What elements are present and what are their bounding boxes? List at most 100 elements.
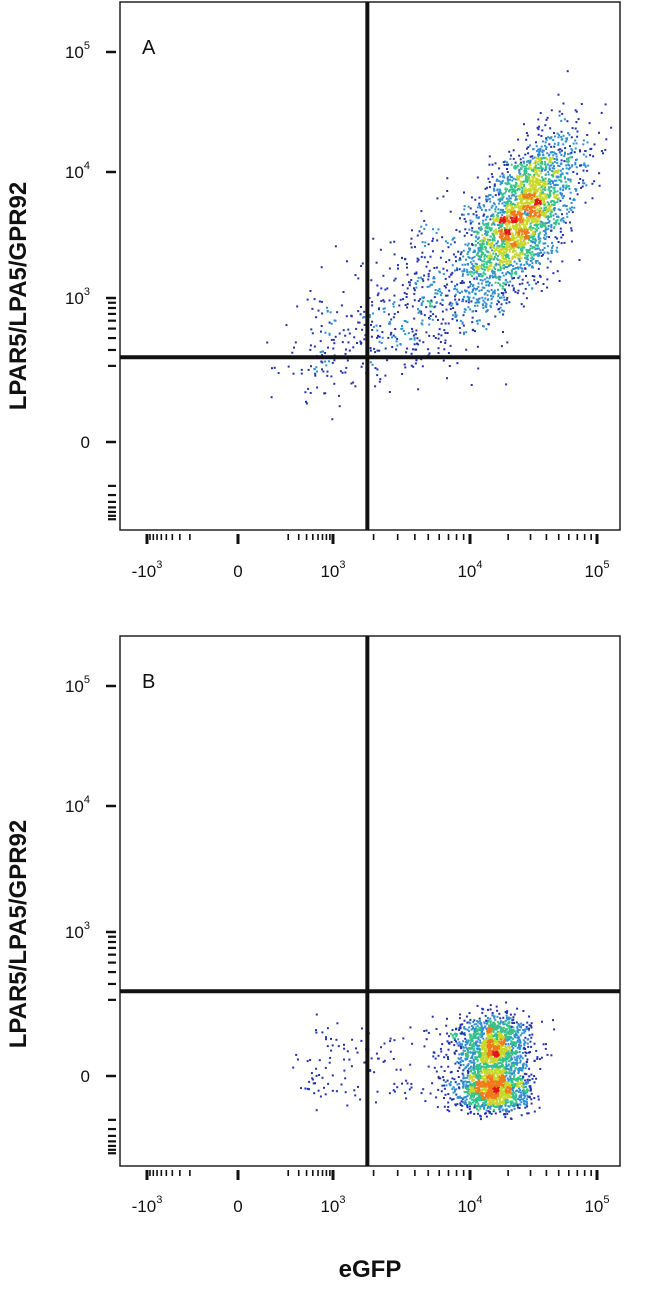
event-point [533, 156, 536, 159]
event-point [508, 263, 511, 266]
event-point [526, 179, 529, 182]
event-point [473, 1029, 476, 1032]
event-point [454, 298, 457, 301]
event-point [535, 177, 538, 180]
event-point [525, 172, 528, 175]
event-point [532, 234, 535, 236]
event-point [470, 1065, 473, 1068]
event-point [487, 194, 490, 197]
event-point [508, 1110, 511, 1113]
event-point [478, 297, 481, 300]
event-point [481, 286, 484, 289]
event-point [518, 213, 521, 216]
event-point [538, 153, 541, 156]
event-point [503, 296, 506, 299]
event-point [521, 1032, 524, 1035]
event-point [518, 230, 521, 233]
event-point [515, 218, 517, 221]
event-point [446, 1017, 448, 1020]
event-point [471, 256, 474, 259]
event-point [554, 223, 557, 226]
event-point [483, 1038, 486, 1041]
event-point [525, 254, 528, 257]
event-point [478, 1044, 481, 1047]
event-point [527, 188, 530, 191]
event-point [455, 288, 458, 291]
event-point [532, 188, 535, 191]
event-point [487, 238, 489, 241]
event-point [438, 288, 441, 291]
event-point [508, 1030, 511, 1033]
event-point [508, 200, 511, 203]
event-point [526, 147, 528, 150]
event-point [548, 209, 551, 212]
event-point [357, 277, 360, 280]
event-point [493, 256, 496, 258]
event-point [528, 264, 531, 267]
event-point [477, 301, 480, 304]
event-point [546, 208, 549, 211]
event-point [463, 218, 466, 220]
event-point [309, 348, 312, 351]
event-point [401, 325, 403, 327]
event-point [530, 233, 533, 236]
event-point [446, 283, 448, 286]
event-point [499, 175, 502, 178]
event-point [562, 204, 565, 207]
event-point [565, 164, 568, 167]
event-point [466, 1106, 469, 1109]
event-point [543, 193, 546, 196]
event-point [528, 284, 531, 287]
event-point [520, 205, 523, 208]
event-point [476, 231, 479, 234]
event-point [445, 240, 447, 243]
event-point [326, 306, 328, 309]
event-point [518, 168, 521, 171]
event-point [358, 321, 361, 324]
event-point [491, 204, 494, 207]
event-point [536, 247, 539, 250]
event-point [537, 118, 540, 121]
event-point [413, 299, 416, 302]
event-point [550, 151, 553, 154]
event-point [467, 242, 470, 245]
event-point [547, 207, 550, 210]
event-point [481, 275, 484, 278]
event-point [462, 1060, 465, 1063]
event-point [499, 265, 502, 268]
event-point [509, 261, 512, 264]
event-point [309, 344, 312, 347]
event-point [489, 1022, 492, 1025]
event-point [468, 1101, 471, 1104]
event-point [532, 227, 535, 230]
event-point [472, 296, 475, 299]
event-point [529, 212, 532, 215]
event-point [383, 310, 386, 313]
event-point [514, 183, 517, 186]
event-point [447, 1101, 450, 1104]
event-point [420, 302, 423, 305]
event-point [545, 197, 548, 200]
event-point [564, 221, 567, 224]
event-point [536, 161, 539, 164]
event-point [517, 1022, 520, 1025]
event-point [469, 273, 472, 276]
event-point [420, 304, 423, 306]
event-point [414, 333, 417, 336]
event-point [475, 1026, 478, 1029]
event-point [569, 191, 572, 194]
event-point [498, 188, 501, 191]
event-point [526, 1042, 529, 1045]
event-point [546, 251, 549, 254]
event-point [468, 292, 471, 295]
event-point [555, 155, 558, 158]
event-point [514, 256, 517, 259]
event-point [584, 201, 587, 204]
event-point [508, 195, 511, 198]
event-point [316, 370, 319, 373]
event-point [468, 1108, 471, 1111]
event-point [516, 213, 519, 216]
event-point [505, 298, 508, 301]
event-point [403, 363, 406, 366]
event-point [504, 251, 507, 254]
